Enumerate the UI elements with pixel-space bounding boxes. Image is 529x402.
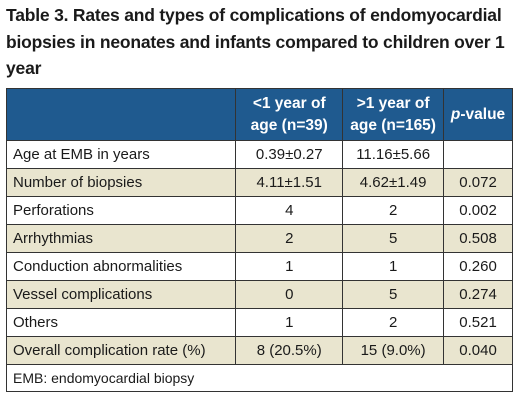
table-row: Arrhythmias 2 5 0.508 (5, 224, 513, 253)
cell-over-1-year: 11.16±5.66 (342, 140, 445, 169)
header-over-1-year-line-2: age (n=165) (350, 116, 436, 134)
cell-over-1-year: 4.62±1.49 (342, 168, 445, 197)
header-under-1-year: <1 year of age (n=39) (235, 88, 344, 141)
cell-p-value: 0.072 (443, 168, 513, 197)
cell-p-value: 0.002 (443, 196, 513, 225)
row-label: Others (5, 308, 237, 337)
table-header-row: <1 year of age (n=39) >1 year of age (n=… (5, 88, 513, 141)
cell-under-1-year: 4 (235, 196, 344, 225)
header-p-letter: p (450, 105, 461, 123)
table-row: Others 1 2 0.521 (5, 308, 513, 337)
cell-over-1-year: 5 (342, 280, 445, 309)
header-over-1-year-line-1: >1 year of (356, 94, 430, 112)
cell-under-1-year: 1 (235, 252, 344, 281)
row-label: Vessel complications (5, 280, 237, 309)
header-under-1-year-line-2: age (n=39) (250, 116, 328, 134)
table-footnote: EMB: endomyocardial biopsy (6, 364, 513, 392)
cell-p-value: 0.274 (443, 280, 513, 309)
cell-under-1-year: 2 (235, 224, 344, 253)
cell-under-1-year: 4.11±1.51 (235, 168, 344, 197)
cell-over-1-year: 15 (9.0%) (342, 336, 445, 365)
table-row: Number of biopsies 4.11±1.51 4.62±1.49 0… (5, 168, 513, 197)
row-label: Overall complication rate (%) (5, 336, 237, 365)
row-label: Age at EMB in years (5, 140, 237, 169)
header-p-suffix: -value (460, 105, 506, 123)
cell-over-1-year: 5 (342, 224, 445, 253)
cell-p-value: 0.521 (443, 308, 513, 337)
table-footnote-row: EMB: endomyocardial biopsy (6, 364, 513, 392)
table-row: Age at EMB in years 0.39±0.27 11.16±5.66 (5, 140, 513, 169)
table-row: Overall complication rate (%) 8 (20.5%) … (5, 336, 513, 365)
cell-p-value (443, 140, 513, 169)
table-row: Vessel complications 0 5 0.274 (5, 280, 513, 309)
cell-p-value: 0.508 (443, 224, 513, 253)
row-label: Number of biopsies (5, 168, 237, 197)
header-over-1-year: >1 year of age (n=165) (342, 88, 445, 141)
complications-table: <1 year of age (n=39) >1 year of age (n=… (5, 88, 513, 392)
header-blank-cell (5, 88, 237, 141)
header-under-1-year-line-1: <1 year of (252, 94, 326, 112)
cell-over-1-year: 1 (342, 252, 445, 281)
cell-under-1-year: 0 (235, 280, 344, 309)
header-p-value: p-value (443, 88, 513, 141)
row-label: Perforations (5, 196, 237, 225)
table-row: Perforations 4 2 0.002 (5, 196, 513, 225)
table-row: Conduction abnormalities 1 1 0.260 (5, 252, 513, 281)
cell-over-1-year: 2 (342, 308, 445, 337)
caption-line-2: biopsies in neonates and infants compare… (6, 31, 505, 79)
cell-under-1-year: 8 (20.5%) (235, 336, 344, 365)
cell-p-value: 0.040 (443, 336, 513, 365)
cell-under-1-year: 0.39±0.27 (235, 140, 344, 169)
cell-p-value: 0.260 (443, 252, 513, 281)
cell-under-1-year: 1 (235, 308, 344, 337)
cell-over-1-year: 2 (342, 196, 445, 225)
caption-line-1: Table 3. Rates and types of complication… (6, 5, 502, 25)
row-label: Conduction abnormalities (5, 252, 237, 281)
row-label: Arrhythmias (5, 224, 237, 253)
